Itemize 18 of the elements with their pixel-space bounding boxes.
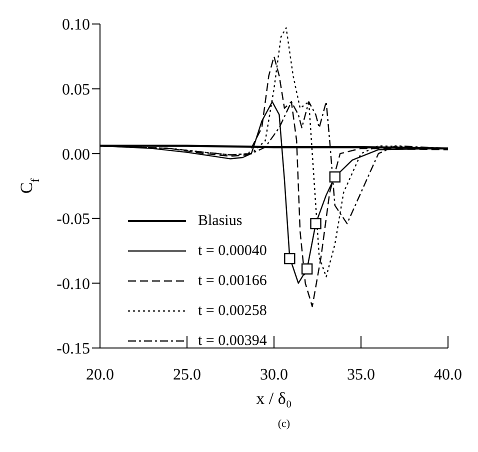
text: (c)	[276, 418, 292, 430]
legend-label: t = 0.00166	[198, 272, 267, 290]
y-tick-label: -0.10	[56, 276, 90, 293]
legend-label: t = 0.00258	[198, 302, 267, 320]
x-tick-label: 20.0	[86, 366, 114, 384]
x-tick-label: 35.0	[347, 366, 375, 384]
x-tick-label: 40.0	[434, 366, 462, 384]
y-tick-label: 0.05	[62, 81, 90, 98]
x-axis-title: x / δ₀	[256, 389, 292, 408]
y-tick-label: -0.15	[56, 340, 90, 358]
legend-label: t = 0.00040	[198, 242, 267, 260]
legend-label: t = 0.00394	[198, 332, 267, 350]
x-tick-label: 25.0	[173, 366, 201, 384]
x-tick-label: 30.0	[260, 366, 288, 384]
y-tick-label: 0.00	[62, 146, 90, 164]
y-tick-label: 0.10	[62, 16, 90, 34]
legend-label: Blasius	[198, 212, 242, 230]
y-tick-label: -0.05	[56, 211, 90, 228]
